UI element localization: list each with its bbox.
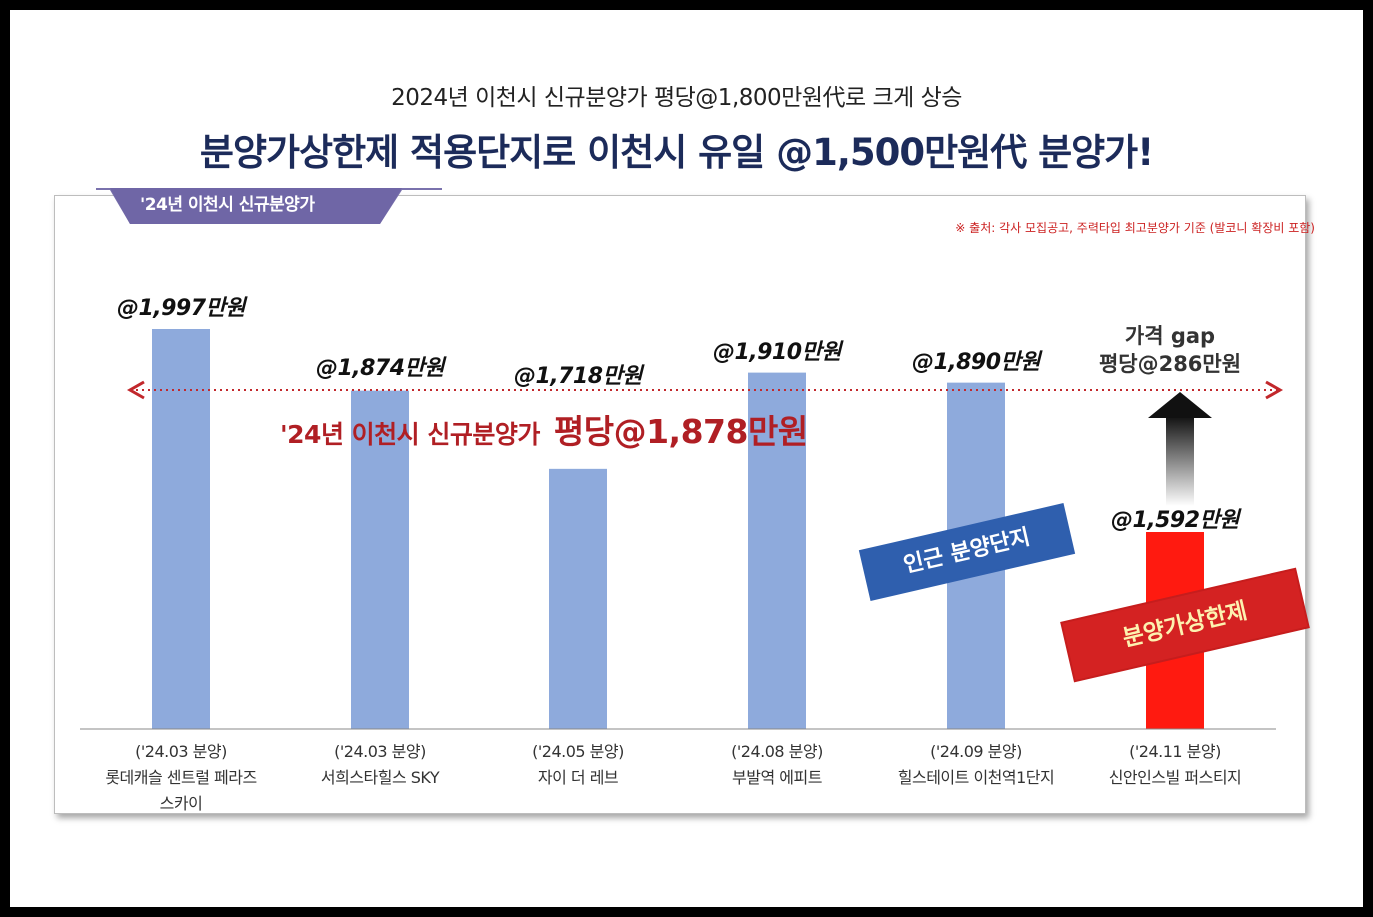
panel-tab-label: '24년 이천시 신규분양가 bbox=[140, 195, 315, 215]
category-period: ('24.05 분양) bbox=[532, 742, 624, 761]
category-period: ('24.11 분양) bbox=[1129, 742, 1221, 761]
panel-tab bbox=[96, 188, 442, 224]
gap-label-line2: 평당@286만원 bbox=[1098, 352, 1242, 376]
category-label-3: ('24.08 분양) 부발역 에피트 bbox=[677, 739, 877, 791]
average-label-value: 평당@1,878만원 bbox=[553, 412, 808, 451]
value-label-4: @1,890만원 bbox=[911, 350, 1041, 375]
value-label-5: @1,592만원 bbox=[1110, 508, 1240, 533]
chart-subtitle: 2024년 이천시 신규분양가 평당@1,800만원代로 크게 상승 bbox=[391, 85, 962, 111]
chart-panel bbox=[54, 195, 1306, 814]
source-note: ※ 출처: 각사 모집공고, 주력타입 최고분양가 기준 (발코니 확장비 포함… bbox=[955, 221, 1315, 235]
category-period: ('24.03 분양) bbox=[334, 742, 426, 761]
gap-arrow bbox=[1148, 392, 1212, 506]
category-name: 서희스타힐스 SKY bbox=[320, 768, 440, 787]
category-period: ('24.08 분양) bbox=[731, 742, 823, 761]
gap-label: 가격 gap 평당@286만원 bbox=[1085, 322, 1255, 378]
bar-2 bbox=[549, 468, 607, 729]
category-label-1: ('24.03 분양) 서희스타힐스 SKY bbox=[280, 739, 480, 791]
gap-label-line1: 가격 gap bbox=[1124, 324, 1216, 348]
category-label-4: ('24.09 분양) 힐스테이트 이천역1단지 bbox=[876, 739, 1076, 791]
category-name: 자이 더 레브 bbox=[537, 768, 619, 787]
value-label-3: @1,910만원 bbox=[712, 340, 842, 365]
category-name: 힐스테이트 이천역1단지 bbox=[897, 768, 1055, 787]
category-name: 스카이 bbox=[159, 794, 203, 813]
category-period: ('24.09 분양) bbox=[930, 742, 1022, 761]
value-label-1: @1,874만원 bbox=[315, 356, 445, 381]
category-name: 롯데캐슬 센트럴 페라즈 bbox=[105, 768, 257, 787]
average-label-prefix: '24년 이천시 신규분양가 bbox=[280, 420, 540, 449]
category-name: 신안인스빌 퍼스티지 bbox=[1108, 768, 1242, 787]
category-label-5: ('24.11 분양) 신안인스빌 퍼스티지 bbox=[1075, 739, 1275, 791]
category-period: ('24.03 분양) bbox=[135, 742, 227, 761]
chart-title: 분양가상한제 적용단지로 이천시 유일 @1,500만원代 분양가! bbox=[199, 131, 1154, 174]
category-label-2: ('24.05 분양) 자이 더 레브 bbox=[478, 739, 678, 791]
value-label-2: @1,718만원 bbox=[513, 364, 643, 389]
average-label: '24년 이천시 신규분양가 평당@1,878만원 bbox=[280, 405, 808, 453]
bar-3 bbox=[748, 372, 806, 729]
category-name: 부발역 에피트 bbox=[732, 768, 822, 787]
value-label-0: @1,997만원 bbox=[116, 296, 246, 321]
bar-1 bbox=[351, 390, 409, 729]
